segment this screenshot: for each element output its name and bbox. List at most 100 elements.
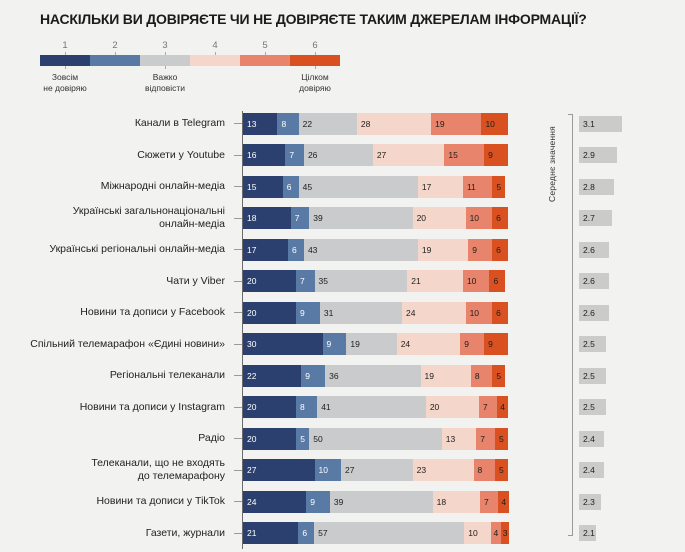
category-label: Сюжети у Youtube xyxy=(137,148,225,161)
bar-segment: 13 xyxy=(243,112,278,135)
segment-value: 20 xyxy=(247,402,257,412)
stacked-bar: 20 8 41 20 7 4 xyxy=(243,396,509,419)
bar-segment: 7 xyxy=(296,270,315,293)
mean-axis-line xyxy=(568,114,573,536)
category-axis-tick xyxy=(234,469,242,471)
bar-segment: 7 xyxy=(478,396,498,419)
legend-bottom-ticks xyxy=(40,66,340,69)
bar-segment: 7 xyxy=(285,144,304,167)
segment-value: 18 xyxy=(247,213,257,223)
stacked-bar: 15 6 45 17 11 5 xyxy=(243,175,509,198)
bar-segment: 27 xyxy=(372,144,445,167)
legend-color-scale xyxy=(40,55,340,66)
segment-value: 9 xyxy=(472,244,477,255)
bar-segment: 9 xyxy=(460,333,485,356)
category-label: Чати у Viber xyxy=(166,274,225,287)
segment-value: 57 xyxy=(318,528,328,538)
mean-value-chip: 2.5 xyxy=(579,399,606,416)
segment-value: 10 xyxy=(318,465,329,475)
bar-segment: 28 xyxy=(356,112,432,135)
category-label: Українські регіональні онлайн-медіа xyxy=(49,243,225,256)
segment-value: 9 xyxy=(310,496,315,507)
segment-value: 27 xyxy=(345,465,355,475)
mean-value: 2.8 xyxy=(583,181,595,192)
segment-value: 13 xyxy=(247,118,257,129)
bar-segment: 23 xyxy=(412,459,474,482)
bar-segment: 20 xyxy=(412,207,466,230)
bar-segment: 7 xyxy=(480,490,499,513)
stacked-bar: 16 7 26 27 15 9 xyxy=(243,144,509,167)
mean-value: 2.5 xyxy=(583,339,595,350)
segment-value: 22 xyxy=(302,118,313,129)
chart-row: Сюжети у Youtube 16 7 26 27 15 9 2.9 xyxy=(0,140,685,172)
segment-value: 50 xyxy=(313,433,323,444)
mean-axis-label: Середнє значення xyxy=(547,126,557,202)
stacked-bar: 17 6 43 19 9 6 xyxy=(243,238,509,261)
bar-segment: 27 xyxy=(243,459,315,482)
legend-anchor-label: Важко відповісти xyxy=(145,72,185,93)
bar-segment: 7 xyxy=(476,427,495,450)
legend-tick xyxy=(165,52,166,55)
stacked-bar: 13 8 22 28 19 10 xyxy=(243,112,509,135)
stacked-bar-chart: Середнє значення Канали в Telegram 13 8 22 2… xyxy=(0,108,685,552)
bar-segment: 41 xyxy=(317,396,426,419)
bar-segment: 5 xyxy=(494,427,508,450)
mean-value: 2.4 xyxy=(583,465,595,476)
legend-scale-number: 6 xyxy=(312,40,318,51)
category-axis-tick xyxy=(234,438,242,440)
bar-segment: 5 xyxy=(494,459,508,482)
bar-segment: 43 xyxy=(303,238,418,261)
category-label: Телеканали, що не входять до телемарафон… xyxy=(91,457,225,483)
bar-segment: 6 xyxy=(489,270,506,293)
segment-value: 18 xyxy=(436,496,447,507)
mean-value-chip: 2.1 xyxy=(579,525,596,542)
mean-value: 2.5 xyxy=(583,402,595,413)
bar-segment: 18 xyxy=(432,490,481,513)
chart-row: Канали в Telegram 13 8 22 28 19 10 3.1 xyxy=(0,108,685,140)
category-label: Новини та дописи у Instagram xyxy=(79,400,225,413)
legend-anchor-label: Цілком довіряю xyxy=(299,72,331,93)
segment-value: 43 xyxy=(307,244,318,255)
page-title: НАСКІЛЬКИ ВИ ДОВІРЯЄТЕ ЧИ НЕ ДОВІРЯЄТЕ Т… xyxy=(40,11,587,27)
segment-value: 41 xyxy=(321,402,331,412)
legend-scale-number: 3 xyxy=(162,40,168,51)
segment-value: 10 xyxy=(485,118,495,129)
segment-value: 9 xyxy=(300,307,305,318)
bar-segment: 7 xyxy=(290,207,310,230)
segment-value: 39 xyxy=(333,496,344,507)
legend-tick xyxy=(65,66,66,69)
mean-value-chip: 2.5 xyxy=(579,336,606,353)
segment-value: 5 xyxy=(498,465,504,475)
segment-value: 27 xyxy=(247,465,257,475)
legend-top-ticks xyxy=(40,52,340,55)
segment-value: 30 xyxy=(247,339,257,349)
bar-segment: 10 xyxy=(462,270,490,293)
mean-value: 2.7 xyxy=(583,213,595,224)
bar-segment: 31 xyxy=(319,301,402,324)
segment-value: 5 xyxy=(300,433,305,444)
bar-segment: 3 xyxy=(501,522,510,545)
chart-row: Українські загальнонаціональні онлайн-ме… xyxy=(0,203,685,235)
segment-value: 8 xyxy=(281,118,287,129)
mean-value-chip: 2.5 xyxy=(579,367,606,384)
bar-segment: 35 xyxy=(314,270,408,293)
segment-value: 19 xyxy=(350,339,360,349)
bar-segment: 20 xyxy=(243,270,296,293)
bar-segment: 24 xyxy=(243,490,307,513)
category-axis-tick xyxy=(234,312,242,314)
bar-segment: 10 xyxy=(465,301,493,324)
bar-segment: 24 xyxy=(401,301,466,324)
bar-segment: 17 xyxy=(417,175,463,198)
legend-scale-numbers: 1 2 3 4 5 6 xyxy=(40,40,340,52)
bar-segment: 5 xyxy=(492,364,506,387)
segment-value: 45 xyxy=(302,181,313,192)
mean-value: 3.1 xyxy=(583,118,595,129)
mean-value: 2.9 xyxy=(583,150,595,161)
mean-value: 2.3 xyxy=(583,496,595,507)
chart-row: Українські регіональні онлайн-медіа 17 6 43… xyxy=(0,234,685,266)
segment-value: 21 xyxy=(411,276,421,286)
legend-color-swatch xyxy=(140,55,190,66)
category-axis-tick xyxy=(234,280,242,282)
bar-segment: 18 xyxy=(243,207,291,230)
mean-axis-top-tick xyxy=(568,114,572,115)
